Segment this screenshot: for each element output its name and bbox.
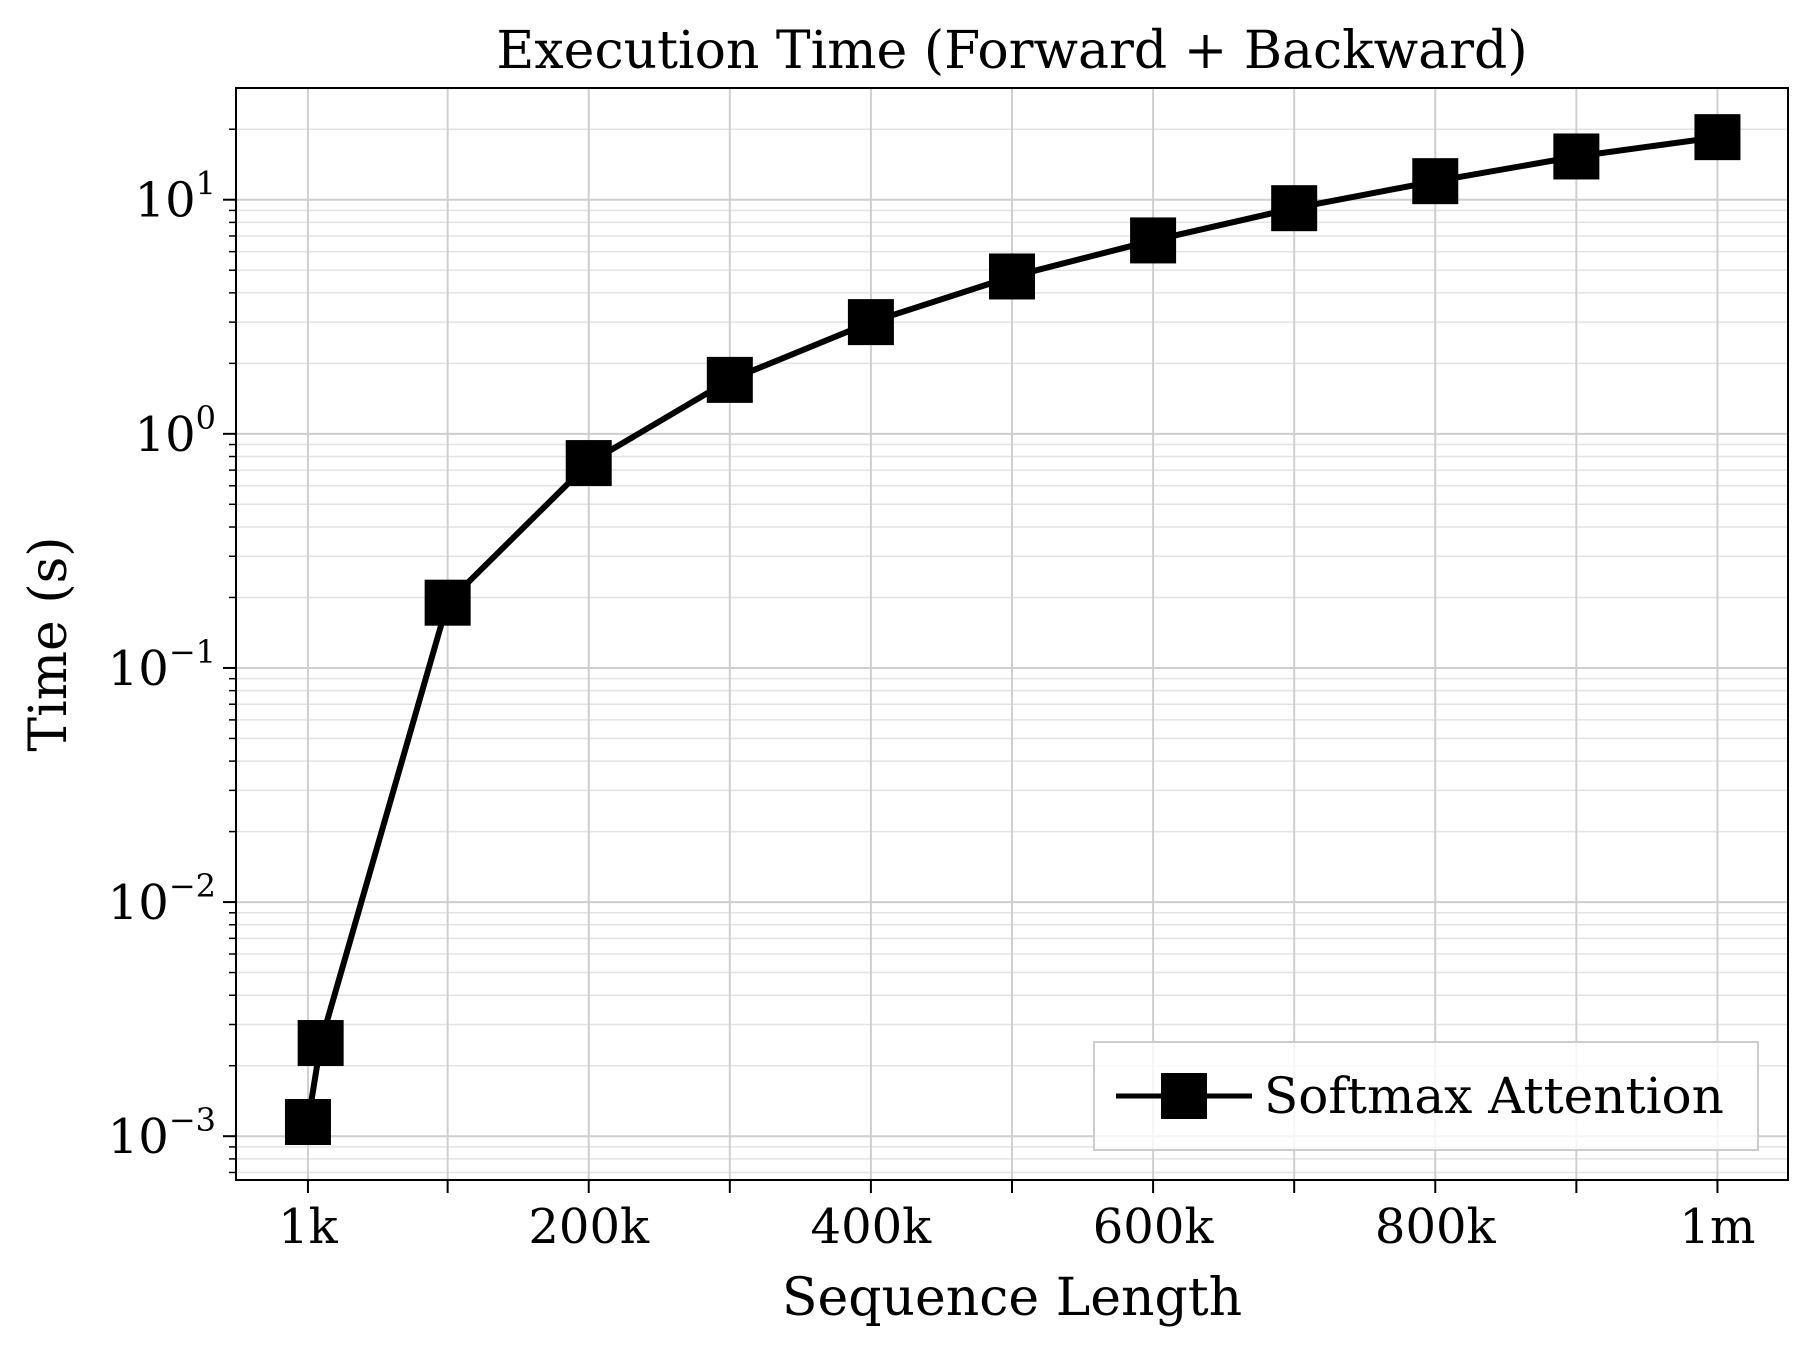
- data-point-marker: [1130, 217, 1177, 264]
- x-tick-label: 800k: [1375, 1199, 1497, 1255]
- data-point-marker: [706, 356, 753, 403]
- legend-marker-swatch: [1161, 1073, 1207, 1119]
- data-point-marker: [284, 1098, 331, 1145]
- x-axis-title: Sequence Length: [782, 1268, 1242, 1328]
- data-point-marker: [297, 1020, 344, 1067]
- chart-title: Execution Time (Forward + Backward): [496, 21, 1527, 81]
- x-tick-label: 1k: [278, 1199, 339, 1255]
- data-point-marker: [1271, 185, 1318, 232]
- y-tick-label: 100: [135, 399, 216, 463]
- data-point-marker: [1412, 158, 1459, 205]
- x-tick-label: 200k: [528, 1199, 650, 1255]
- data-point-marker: [989, 253, 1035, 300]
- y-axis-title: Time (s): [19, 536, 79, 751]
- y-tick-label: 10−3: [108, 1101, 216, 1165]
- legend: Softmax Attention: [1093, 1041, 1759, 1151]
- y-tick-label: 10−1: [108, 633, 216, 697]
- x-tick-label: 600k: [1093, 1199, 1215, 1255]
- series-layer: [284, 114, 1741, 1145]
- data-point-marker: [565, 440, 612, 487]
- data-point-marker: [1694, 114, 1741, 161]
- y-tick-label: 10−2: [108, 867, 216, 931]
- data-point-marker: [1553, 133, 1600, 180]
- data-point-marker: [424, 579, 471, 626]
- x-tick-label: 400k: [811, 1199, 933, 1255]
- data-point-marker: [847, 299, 894, 346]
- y-tick-label: 101: [135, 165, 216, 229]
- grid: [236, 88, 1788, 1180]
- x-tick-label: 1m: [1679, 1199, 1755, 1255]
- legend-label: Softmax Attention: [1264, 1067, 1724, 1125]
- axis-ticks: 10−3 10−2 10−1 100 101 1k 200k 400k 600k 800k 1m: [108, 128, 1755, 1255]
- series-line: [305, 134, 1718, 1123]
